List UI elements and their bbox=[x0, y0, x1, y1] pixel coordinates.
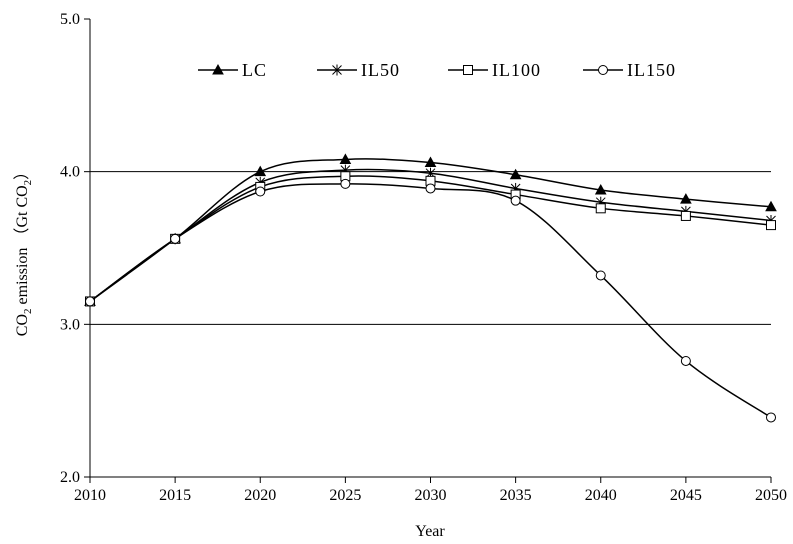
data-point-il150-2015 bbox=[170, 233, 181, 244]
triangle-marker-shape bbox=[339, 153, 352, 164]
x-tick-label: 2050 bbox=[755, 487, 787, 504]
circle-marker-shape bbox=[85, 296, 95, 307]
data-point-il150-2035 bbox=[510, 195, 521, 206]
gridlines bbox=[90, 171, 771, 325]
legend-item-lc: LC bbox=[198, 60, 267, 80]
data-point-il150-2020 bbox=[255, 186, 266, 197]
y-tick-label: 2.0 bbox=[60, 469, 80, 486]
square-marker-shape bbox=[680, 210, 691, 221]
circle-marker-shape bbox=[510, 195, 521, 206]
x-tick-label: 2010 bbox=[74, 487, 106, 504]
legend-marker-il150 bbox=[598, 65, 608, 75]
legend: LC IL50 IL100 IL150 bbox=[198, 60, 676, 80]
circle-marker-shape bbox=[766, 412, 776, 423]
y-axis-title-subscript-2: 2 bbox=[22, 180, 34, 186]
triangle-marker-shape bbox=[594, 183, 607, 195]
square-marker-shape bbox=[463, 65, 473, 75]
triangle-marker-shape bbox=[765, 200, 777, 212]
y-tick-label: 4.0 bbox=[60, 164, 80, 181]
data-point-lc-2030 bbox=[424, 156, 437, 168]
legend-item-il50: IL50 bbox=[317, 60, 400, 80]
data-point-il100-2050 bbox=[766, 220, 776, 231]
legend-label-il100: IL100 bbox=[492, 60, 541, 80]
y-axis-title: CO2 emission （Gt CO2） bbox=[13, 164, 34, 336]
y-axis-title-prefix: CO bbox=[14, 314, 31, 336]
axis-ticks: 2.0 3.0 4.0 5.0 2010 2015 2020 2025 2030 2035 2040… bbox=[60, 11, 787, 504]
series-line-il150 bbox=[89, 183, 772, 419]
data-point-il100-2040 bbox=[595, 203, 606, 214]
data-point-il150-2045 bbox=[680, 355, 691, 366]
data-point-il100-2045 bbox=[680, 210, 691, 221]
data-point-lc-2045 bbox=[680, 193, 692, 204]
legend-label-il50: IL50 bbox=[361, 60, 400, 80]
legend-marker-lc bbox=[212, 63, 224, 75]
triangle-marker-shape bbox=[680, 193, 692, 204]
square-marker-shape bbox=[766, 220, 776, 231]
circle-marker-shape bbox=[340, 178, 351, 189]
data-point-il150-2040 bbox=[595, 270, 606, 281]
circle-marker-shape bbox=[680, 355, 691, 366]
axes bbox=[89, 19, 771, 478]
x-tick-label: 2040 bbox=[585, 487, 617, 504]
legend-label-lc: LC bbox=[242, 60, 267, 80]
data-point-lc-2020 bbox=[254, 165, 267, 177]
x-tick-label: 2045 bbox=[670, 487, 702, 504]
y-axis-title-middle: emission （Gt CO bbox=[13, 185, 31, 308]
circle-marker-shape bbox=[425, 183, 436, 194]
data-point-il150-2025 bbox=[340, 178, 351, 189]
triangle-marker-shape bbox=[509, 168, 522, 180]
data-point-il150-2030 bbox=[425, 183, 436, 194]
x-tick-label: 2025 bbox=[329, 487, 361, 504]
data-point-lc-2050 bbox=[765, 200, 777, 212]
x-tick-label: 2020 bbox=[244, 487, 276, 504]
legend-marker-il100 bbox=[463, 65, 473, 75]
data-point-lc-2025 bbox=[339, 153, 352, 164]
y-axis-title-suffix: ） bbox=[13, 164, 31, 180]
data-point-lc-2035 bbox=[509, 168, 522, 180]
x-axis-title: Year bbox=[415, 523, 445, 540]
x-tick-label: 2015 bbox=[159, 487, 191, 504]
circle-marker-shape bbox=[598, 65, 608, 75]
data-point-lc-2040 bbox=[594, 183, 607, 195]
legend-label-il150: IL150 bbox=[627, 60, 676, 80]
series-lines bbox=[84, 153, 777, 423]
triangle-marker-shape bbox=[254, 165, 267, 177]
circle-marker-shape bbox=[170, 233, 181, 244]
data-point-il150-2050 bbox=[766, 412, 776, 423]
circle-marker-shape bbox=[255, 186, 266, 197]
series-line-il100 bbox=[89, 175, 772, 303]
circle-marker-shape bbox=[595, 270, 606, 281]
triangle-marker-shape bbox=[212, 63, 224, 75]
x-tick-label: 2030 bbox=[415, 487, 447, 504]
y-tick-label: 3.0 bbox=[60, 316, 80, 333]
square-marker-shape bbox=[595, 203, 606, 214]
legend-marker-il50 bbox=[332, 64, 342, 76]
y-tick-label: 5.0 bbox=[60, 11, 80, 28]
legend-item-il100: IL100 bbox=[448, 60, 541, 80]
legend-item-il150: IL150 bbox=[583, 60, 676, 80]
x-tick-label: 2035 bbox=[500, 487, 532, 504]
y-axis-title-subscript-1: 2 bbox=[22, 308, 34, 314]
triangle-marker-shape bbox=[424, 156, 437, 168]
data-point-il150-2010 bbox=[85, 296, 95, 307]
